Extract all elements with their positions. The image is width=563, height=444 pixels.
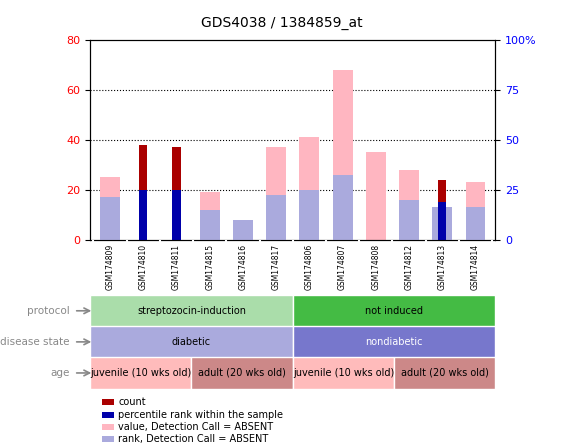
Text: GSM174813: GSM174813 <box>438 244 447 290</box>
Text: percentile rank within the sample: percentile rank within the sample <box>118 410 283 420</box>
Text: GSM174811: GSM174811 <box>172 244 181 290</box>
Bar <box>102 412 114 418</box>
Text: GSM174814: GSM174814 <box>471 244 480 290</box>
Bar <box>172 190 181 240</box>
Text: nondiabetic: nondiabetic <box>365 337 423 347</box>
Bar <box>100 177 120 240</box>
Bar <box>333 175 352 240</box>
Bar <box>399 200 419 240</box>
Text: GSM174815: GSM174815 <box>205 244 214 290</box>
Bar <box>100 197 120 240</box>
Bar <box>300 137 319 240</box>
Text: GSM174810: GSM174810 <box>138 244 148 290</box>
Bar <box>293 357 394 388</box>
Text: rank, Detection Call = ABSENT: rank, Detection Call = ABSENT <box>118 434 269 444</box>
Bar <box>300 190 319 240</box>
Text: diabetic: diabetic <box>172 337 211 347</box>
Bar <box>139 190 148 240</box>
Bar <box>438 180 446 240</box>
Text: GDS4038 / 1384859_at: GDS4038 / 1384859_at <box>200 16 363 30</box>
Bar <box>90 326 293 357</box>
Text: GSM174807: GSM174807 <box>338 244 347 290</box>
Bar <box>102 436 114 443</box>
Bar <box>432 207 452 240</box>
Text: GSM174808: GSM174808 <box>372 244 381 290</box>
Text: GSM174812: GSM174812 <box>405 244 414 290</box>
Text: protocol: protocol <box>27 306 70 316</box>
Bar <box>102 424 114 430</box>
Text: adult (20 wks old): adult (20 wks old) <box>198 368 286 378</box>
Bar <box>191 357 293 388</box>
Bar <box>200 192 220 240</box>
Text: not induced: not induced <box>365 306 423 316</box>
Bar <box>394 357 495 388</box>
Text: GSM174816: GSM174816 <box>238 244 247 290</box>
Bar <box>90 295 293 326</box>
Text: juvenile (10 wks old): juvenile (10 wks old) <box>90 368 191 378</box>
Bar <box>466 182 485 240</box>
Bar <box>399 170 419 240</box>
Text: juvenile (10 wks old): juvenile (10 wks old) <box>293 368 394 378</box>
Bar <box>366 152 386 240</box>
Text: adult (20 wks old): adult (20 wks old) <box>401 368 489 378</box>
Text: value, Detection Call = ABSENT: value, Detection Call = ABSENT <box>118 422 274 432</box>
Bar <box>293 295 495 326</box>
Bar <box>293 326 495 357</box>
Bar <box>266 195 286 240</box>
Bar <box>333 70 352 240</box>
Bar <box>139 145 148 240</box>
Bar <box>172 147 181 240</box>
Bar <box>466 207 485 240</box>
Text: disease state: disease state <box>1 337 70 347</box>
Bar <box>233 220 253 240</box>
Bar <box>102 399 114 405</box>
Text: age: age <box>51 368 70 378</box>
Text: streptozocin-induction: streptozocin-induction <box>137 306 246 316</box>
Text: GSM174806: GSM174806 <box>305 244 314 290</box>
Text: count: count <box>118 397 146 407</box>
Text: GSM174809: GSM174809 <box>105 244 114 290</box>
Bar <box>200 210 220 240</box>
Text: GSM174817: GSM174817 <box>271 244 280 290</box>
Bar <box>266 147 286 240</box>
Bar <box>90 357 191 388</box>
Bar <box>438 202 446 240</box>
